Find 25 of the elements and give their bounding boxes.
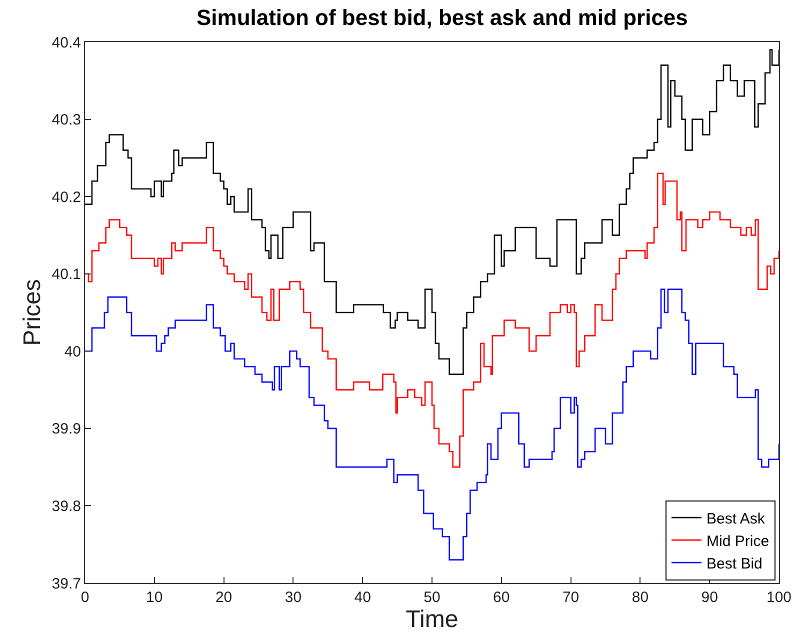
y-tick-label: 39.7: [52, 575, 81, 592]
y-tick-label: 39.9: [52, 420, 81, 438]
y-tick-label: 40.1: [52, 266, 81, 284]
x-axis-title: Time: [406, 606, 458, 633]
x-tick-label: 60: [493, 589, 510, 606]
y-tick-label: 40.4: [52, 34, 81, 52]
x-tick-label: 100: [766, 589, 792, 606]
legend-label: Mid Price: [706, 532, 770, 550]
y-tick-label: 40.3: [52, 112, 81, 129]
x-tick-label: 40: [354, 589, 371, 606]
x-tick-label: 50: [424, 589, 440, 606]
y-axis-title: Prices: [18, 279, 46, 346]
y-tick-label: 40.2: [52, 188, 81, 206]
chart-title: Simulation of best bid, best ask and mid prices: [196, 4, 688, 30]
x-tick-label: 20: [215, 589, 232, 606]
x-tick-label: 30: [284, 589, 302, 606]
x-tick-label: 80: [632, 589, 649, 606]
x-tick-label: 10: [146, 589, 163, 606]
x-tick-label: 90: [701, 589, 718, 606]
x-tick-label: 70: [562, 589, 580, 606]
x-tick-label: 0: [80, 589, 90, 606]
y-tick-label: 39.8: [52, 498, 81, 515]
y-tick-label: 40: [64, 343, 81, 360]
legend-label: Best Bid: [706, 555, 762, 572]
legend-label: Best Ask: [706, 510, 766, 528]
